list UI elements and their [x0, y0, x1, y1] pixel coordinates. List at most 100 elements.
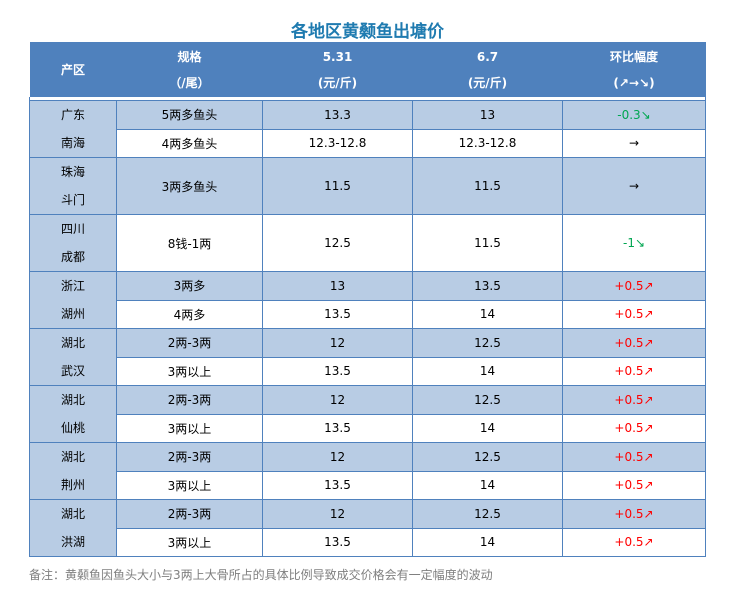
region-name: 湖州 — [60, 307, 85, 321]
price-67-cell: 13 — [412, 100, 563, 130]
header-region: 产区 — [29, 42, 117, 97]
table-row: 广东 南海 5两多鱼头 13.3 13 -0.3↘ — [29, 100, 706, 158]
table-row: 珠海 斗门 3两多鱼头 11.5 11.5 → — [29, 157, 706, 215]
price-531-cell: 12 — [262, 442, 413, 472]
price-67-cell: 12.5 — [412, 499, 563, 529]
footnote: 备注：黄颡鱼因鱼头大小与3两上大骨所占的具体比例导致成交价格会有一定幅度的波动 — [29, 568, 493, 582]
price-67-cell: 12.5 — [412, 328, 563, 358]
header-label: （/尾） — [169, 75, 210, 90]
region-cell: 湖北 武汉 — [29, 328, 117, 386]
region-cell: 珠海 斗门 — [29, 157, 117, 215]
price-67-cell: 14 — [412, 470, 563, 500]
price-67-cell: 11.5 — [412, 214, 563, 272]
region-name: 浙江 — [60, 279, 85, 293]
price-531-cell: 13.5 — [262, 299, 413, 329]
region-name: 四川 — [60, 222, 85, 236]
table-row: 湖北 武汉 2两-3两 12 12.5 +0.5↗ — [29, 328, 706, 386]
page-title: 各地区黄颡鱼出塘价 — [291, 22, 444, 42]
change-cell: +0.5↗ — [562, 356, 706, 386]
change-cell: +0.5↗ — [562, 271, 706, 301]
header-label: 6.7 — [476, 49, 499, 64]
spec-cell: 2两-3两 — [116, 385, 263, 415]
change-cell: +0.5↗ — [562, 442, 706, 472]
change-cell: +0.5↗ — [562, 299, 706, 329]
change-cell: +0.5↗ — [562, 470, 706, 500]
header-label: 规格 — [177, 49, 202, 64]
price-531-cell: 11.5 — [262, 157, 413, 215]
price-67-cell: 14 — [412, 413, 563, 443]
spec-cell: 3两以上 — [116, 356, 263, 386]
spec-cell: 5两多鱼头 — [116, 100, 263, 130]
spec-cell: 2两-3两 — [116, 442, 263, 472]
header-spec: 规格 （/尾） — [116, 42, 263, 97]
header-price-531: 5.31 (元/斤) — [262, 42, 413, 97]
table-header-row: 产区 规格 （/尾） 5.31 (元/斤) 6.7 (元/斤) 环比幅度 (↗→↘) — [29, 42, 706, 97]
change-cell: -0.3↘ — [562, 100, 706, 130]
table-row: 3两以上 13.5 14 +0.5↗ — [30, 413, 706, 443]
region-name: 洪湖 — [60, 535, 85, 549]
price-67-cell: 12.3-12.8 — [412, 128, 563, 158]
region-name: 湖北 — [60, 450, 85, 464]
table-row: 3两以上 13.5 14 +0.5↗ — [30, 527, 706, 557]
price-531-cell: 13 — [262, 271, 413, 301]
region-cell: 湖北 洪湖 — [29, 499, 117, 557]
price-67-cell: 14 — [412, 527, 563, 557]
price-67-cell: 12.5 — [412, 385, 563, 415]
table-row: 3两以上 13.5 14 +0.5↗ — [30, 356, 706, 386]
table-row: 湖北 洪湖 2两-3两 12 12.5 +0.5↗ — [29, 499, 706, 557]
change-cell: +0.5↗ — [562, 413, 706, 443]
region-name: 湖北 — [60, 507, 85, 521]
change-cell: -1↘ — [562, 214, 706, 272]
price-531-cell: 13.5 — [262, 356, 413, 386]
header-label: (元/斤) — [317, 75, 358, 90]
price-67-cell: 13.5 — [412, 271, 563, 301]
price-67-cell: 14 — [412, 299, 563, 329]
price-531-cell: 12.5 — [262, 214, 413, 272]
spec-cell: 2两-3两 — [116, 499, 263, 529]
region-name: 荆州 — [60, 478, 85, 492]
gap — [29, 97, 706, 101]
table-row: 湖北 仙桃 2两-3两 12 12.5 +0.5↗ — [29, 385, 706, 443]
region-name: 广东 — [60, 108, 85, 122]
change-cell: +0.5↗ — [562, 328, 706, 358]
price-531-cell: 13.5 — [262, 413, 413, 443]
region-cell: 湖北 仙桃 — [29, 385, 117, 443]
header-change: 环比幅度 (↗→↘) — [562, 42, 706, 97]
spec-cell: 3两以上 — [116, 470, 263, 500]
change-cell: +0.5↗ — [562, 499, 706, 529]
price-531-cell: 13.3 — [262, 100, 413, 130]
region-name: 斗门 — [60, 193, 85, 207]
price-531-cell: 13.5 — [262, 470, 413, 500]
spec-cell: 3两多 — [116, 271, 263, 301]
region-name: 成都 — [60, 250, 85, 264]
price-531-cell: 13.5 — [262, 527, 413, 557]
region-cell: 广东 南海 — [29, 100, 117, 158]
change-cell: +0.5↗ — [562, 527, 706, 557]
region-cell: 湖北 荆州 — [29, 442, 117, 500]
spec-cell: 3两多鱼头 — [116, 157, 263, 215]
table-row: 湖北 荆州 2两-3两 12 12.5 +0.5↗ — [29, 442, 706, 500]
price-531-cell: 12 — [262, 328, 413, 358]
header-price-67: 6.7 (元/斤) — [412, 42, 563, 97]
spec-cell: 4两多 — [116, 299, 263, 329]
region-name: 湖北 — [60, 336, 85, 350]
region-cell: 浙江 湖州 — [29, 271, 117, 329]
price-531-cell: 12.3-12.8 — [262, 128, 413, 158]
header-label: (元/斤) — [467, 75, 508, 90]
table-row: 四川 成都 8钱-1两 12.5 11.5 -1↘ — [29, 214, 706, 272]
region-name: 仙桃 — [60, 421, 85, 435]
header-label: 环比幅度 — [609, 49, 658, 64]
price-67-cell: 11.5 — [412, 157, 563, 215]
spec-cell: 4两多鱼头 — [116, 128, 263, 158]
price-67-cell: 12.5 — [412, 442, 563, 472]
table-row: 4两多 13.5 14 +0.5↗ — [30, 299, 706, 329]
spec-cell: 3两以上 — [116, 413, 263, 443]
change-cell: +0.5↗ — [562, 385, 706, 415]
spec-cell: 2两-3两 — [116, 328, 263, 358]
table-row: 浙江 湖州 3两多 13 13.5 +0.5↗ — [29, 271, 706, 329]
region-name: 湖北 — [60, 393, 85, 407]
price-531-cell: 12 — [262, 385, 413, 415]
table-row: 3两以上 13.5 14 +0.5↗ — [30, 470, 706, 500]
header-label: 5.31 — [322, 49, 353, 64]
price-67-cell: 14 — [412, 356, 563, 386]
